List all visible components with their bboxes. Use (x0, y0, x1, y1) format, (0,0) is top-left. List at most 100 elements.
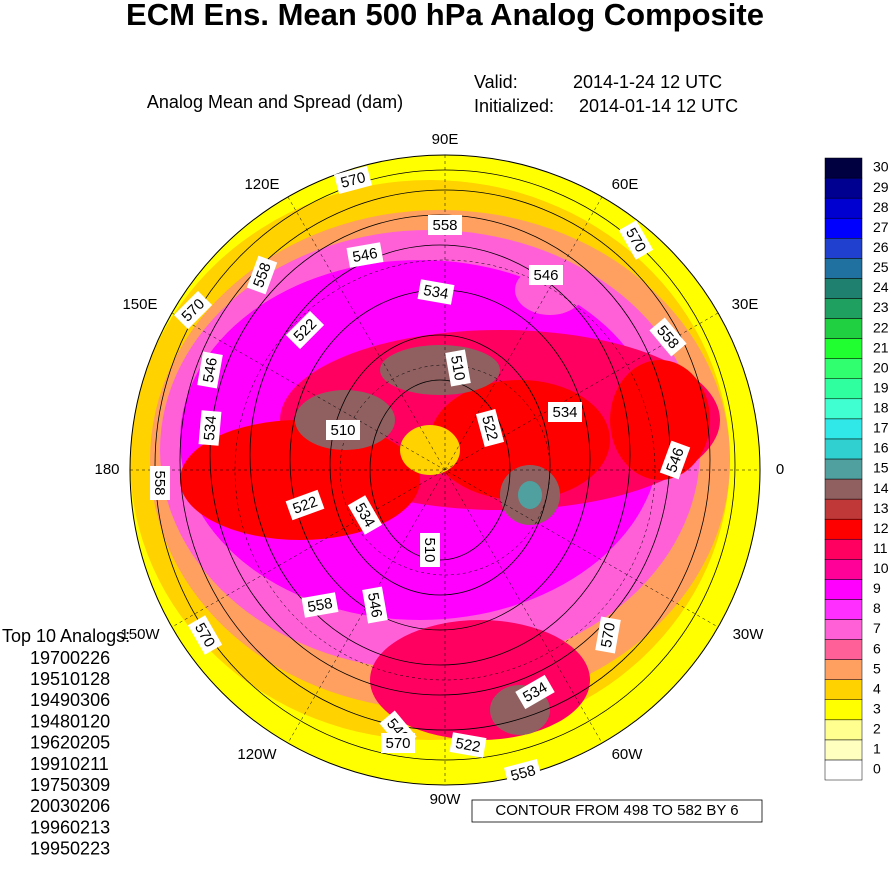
colorbar-label: 18 (873, 400, 889, 416)
contour-label-box (417, 279, 455, 305)
contour-label-box (246, 255, 278, 295)
contour-label-box (420, 533, 440, 567)
colorbar-label: 12 (873, 520, 889, 536)
contour-labels: 570 558 546 546 570 558 534 570 522 558 546 510 534 5… (150, 165, 691, 788)
field (400, 425, 460, 475)
contour-label-box (187, 615, 223, 655)
colorbar-box (824, 498, 863, 520)
colorbar-label: 5 (873, 660, 881, 676)
colorbar-label: 13 (873, 500, 889, 516)
analog-date: 19750309 (30, 775, 110, 795)
subtitle: Analog Mean and Spread (dam) (147, 92, 403, 112)
contour-label: 570 (385, 735, 410, 752)
contour-label: 510 (330, 422, 355, 439)
contour-label: 546 (351, 245, 379, 266)
longitude-label: 30E (732, 296, 759, 313)
contour-label-box (595, 616, 621, 654)
valid-label: Valid: (474, 72, 518, 92)
colorbar-label: 24 (873, 279, 889, 295)
title: ECM Ens. Mean 500 hPa Analog Composite (126, 0, 764, 32)
analog-date: 19620205 (30, 733, 110, 753)
colorbar-box (824, 699, 863, 721)
colorbar-label: 14 (873, 480, 889, 496)
colorbar-box (824, 438, 863, 460)
colorbar-box (824, 478, 863, 500)
analog-date: 19910211 (30, 754, 109, 774)
colorbar-box (824, 559, 863, 580)
longitude-label: 150W (120, 626, 160, 643)
note-box (471, 799, 763, 823)
analogs: Top 10 Analogs:1970022619510128194903061… (2, 626, 130, 859)
colorbar-label: 2 (873, 721, 881, 737)
contour-label-box (503, 758, 543, 788)
analog-date: 19700226 (30, 648, 110, 668)
contour-label-box (529, 265, 563, 285)
colorbar-label: 29 (873, 179, 889, 195)
contour-label: 558 (306, 595, 334, 616)
contour-label: 546 (364, 591, 385, 619)
initialized: 2014-01-14 12 UTC (579, 96, 738, 116)
colorbar-label: 4 (873, 680, 881, 696)
colorbar-box (824, 378, 863, 400)
contour-label: 522 (454, 735, 482, 756)
colorbar-label: 15 (873, 460, 889, 476)
longitude-label: 120E (244, 176, 279, 193)
contour-label-box (301, 592, 339, 618)
longitude-label: 0 (776, 461, 784, 478)
colorbar-label: 9 (873, 580, 881, 596)
field (610, 360, 710, 480)
colorbar-label: 20 (873, 359, 889, 375)
contour-label-box (347, 495, 383, 535)
contour-label: 546 (533, 267, 558, 284)
colorbar-box (824, 278, 863, 299)
contour-label-box (346, 242, 384, 268)
analog-date: 19960213 (30, 817, 110, 837)
colorbar-box (824, 418, 863, 440)
colorbar-box (824, 619, 863, 640)
contour-label-box (197, 351, 223, 389)
initialized-label: Initialized: (474, 96, 554, 116)
contour-label-box (381, 733, 415, 753)
colorbar-label: 22 (873, 319, 889, 335)
colorbar-box (824, 358, 863, 379)
graticule (130, 155, 760, 785)
contour-label-box (326, 420, 360, 440)
valid: 2014-1-24 12 UTC (573, 72, 722, 92)
longitude-label: 150E (122, 296, 157, 313)
colorbar-box (824, 739, 863, 761)
colorbar-label: 23 (873, 299, 889, 315)
colorbar-label: 8 (873, 600, 881, 616)
colorbar-label: 26 (873, 239, 889, 255)
colorbar-box (824, 518, 863, 540)
field (518, 481, 542, 509)
analog-date: 19480120 (30, 711, 110, 731)
colorbar-box (824, 217, 863, 239)
contour-label: 534 (201, 415, 220, 441)
colorbar-label: 28 (873, 199, 889, 215)
colorbar-box (824, 538, 863, 560)
contour-label-box (333, 165, 373, 195)
colorbar-box (824, 599, 863, 620)
contour-label-box (198, 410, 222, 446)
colorbar-box (824, 679, 863, 700)
longitude-label: 30W (733, 626, 765, 643)
longitude-label: 90W (430, 791, 462, 808)
colorbar-box (824, 298, 863, 319)
colorbar-label: 1 (873, 741, 881, 757)
colorbar-label: 25 (873, 259, 889, 275)
colorbar-label: 3 (873, 700, 881, 716)
contour-label: 534 (552, 404, 577, 421)
colorbar-box (824, 659, 863, 680)
contour-label-box (150, 466, 170, 500)
longitude-label: 90E (432, 131, 459, 148)
analogs-title: Top 10 Analogs: (2, 626, 130, 646)
longitude-label: 180 (94, 461, 119, 478)
analog-date: 19490306 (30, 690, 110, 710)
colorbar-label: 0 (873, 761, 881, 777)
contour-label-box (649, 317, 687, 357)
contour-label-box (428, 215, 462, 235)
contour-label: 558 (432, 217, 457, 234)
contour-label-box (548, 402, 582, 422)
contour-label-box (285, 489, 325, 521)
contour-label: 558 (509, 762, 538, 785)
